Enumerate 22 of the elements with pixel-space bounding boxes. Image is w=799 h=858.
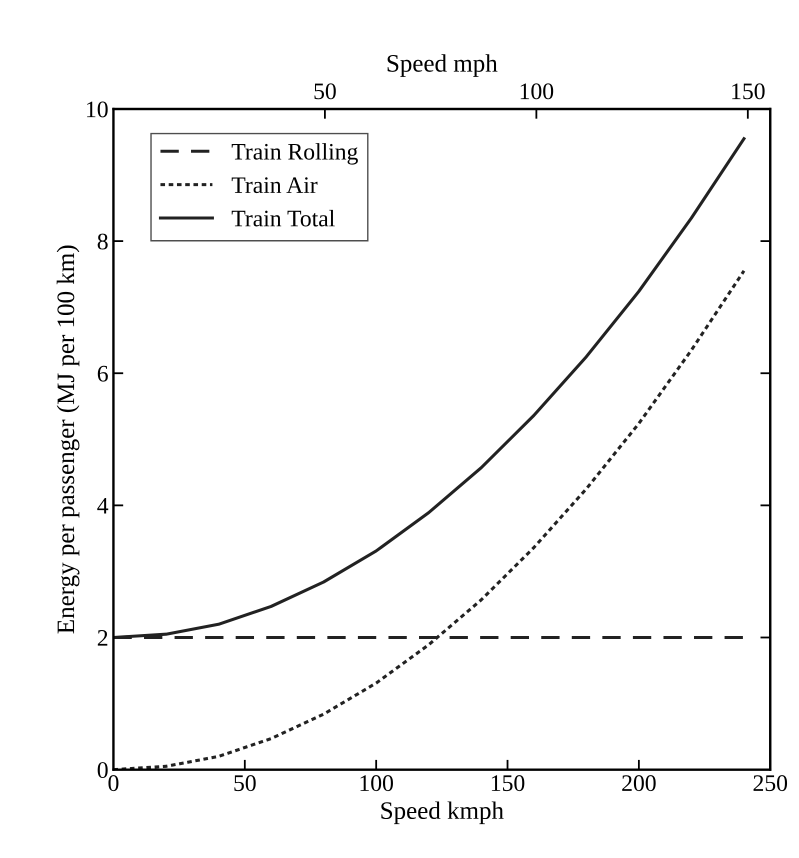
legend-label: Train Total	[232, 210, 335, 227]
x-tick-label: 50	[234, 775, 256, 792]
y-tick-label: 0	[98, 762, 108, 778]
x-tick-label: 150	[492, 775, 524, 792]
x-tick-label: 100	[360, 775, 393, 792]
y-tick-label: 6	[98, 366, 108, 382]
y-axis-title: Energy per passenger (MJ per 100 km)	[56, 246, 80, 634]
x2-tick-label: 150	[732, 83, 765, 100]
y-tick-label: 2	[98, 630, 108, 646]
legend-label: Train Rolling	[232, 143, 358, 165]
x2-tick-label: 50	[314, 83, 336, 100]
x-axis-title: Speed kmph	[381, 801, 504, 824]
x2-tick-label: 100	[520, 83, 554, 100]
y-tick-label: 8	[98, 234, 108, 250]
y-tick-label: 10	[87, 101, 108, 118]
y-tick-label: 4	[97, 498, 108, 514]
line-series	[113, 269, 746, 770]
x2-axis-title: Speed mph	[388, 54, 498, 77]
x-tick-label: 250	[754, 775, 788, 792]
x-tick-label: 0	[108, 775, 118, 792]
x-tick-label: 200	[622, 775, 656, 792]
legend-label: Train Air	[232, 177, 318, 194]
